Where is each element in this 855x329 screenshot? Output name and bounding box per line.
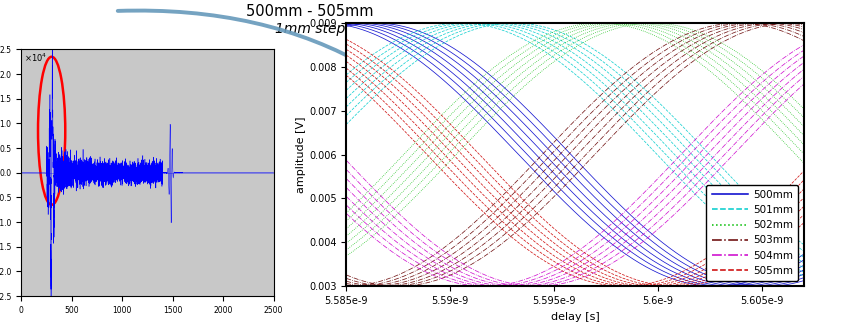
X-axis label: delay [s]: delay [s] — [551, 312, 599, 321]
Text: $\times 10^4$: $\times 10^4$ — [24, 52, 47, 64]
Text: 500mm - 505mm: 500mm - 505mm — [246, 4, 374, 18]
FancyArrowPatch shape — [118, 11, 547, 259]
Legend: 500mm, 501mm, 502mm, 503mm, 504mm, 505mm: 500mm, 501mm, 502mm, 503mm, 504mm, 505mm — [706, 185, 799, 281]
Y-axis label: amplitude [V]: amplitude [V] — [296, 116, 306, 193]
Text: 1mm step: 1mm step — [274, 22, 345, 36]
